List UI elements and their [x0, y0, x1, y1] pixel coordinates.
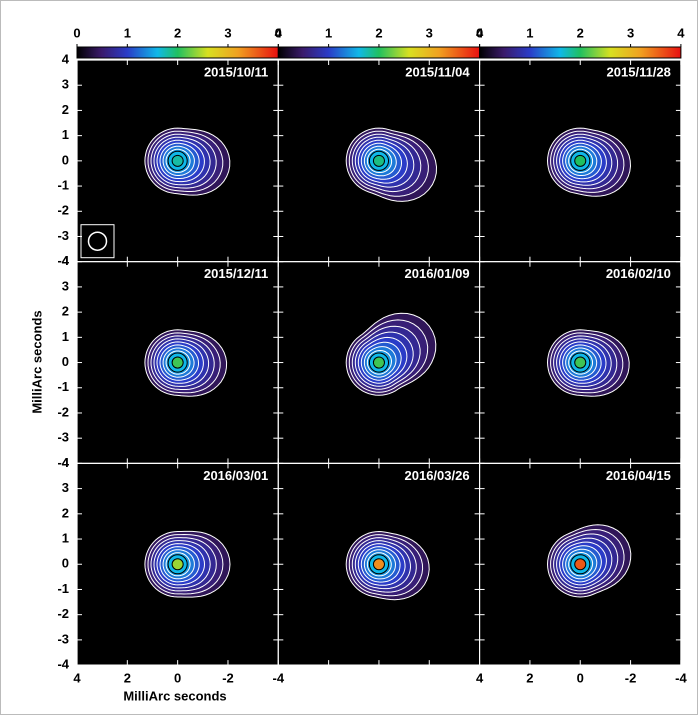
peak [575, 155, 586, 166]
y-tick-label: 3 [62, 77, 69, 92]
peak [373, 357, 384, 368]
panel-title: 2015/10/11 [204, 64, 268, 79]
y-tick-label: 2 [62, 304, 69, 319]
panel: 2016/01/09 [278, 262, 479, 464]
peak [373, 155, 384, 166]
y-tick-label: -4 [57, 657, 69, 672]
colorbar [278, 47, 479, 58]
colorbar [77, 47, 278, 58]
y-tick-label: 0 [62, 152, 69, 167]
y-tick-label: -1 [57, 581, 69, 596]
colorbar-tick-label: 0 [275, 25, 282, 40]
x-axis-label: MilliArc seconds [123, 688, 226, 703]
peak [575, 559, 586, 570]
colorbar-tick-label: 0 [476, 25, 483, 40]
panel-title: 2016/01/09 [405, 266, 470, 281]
panel: 2016/03/26 [278, 463, 479, 665]
colorbar-tick-label: 2 [375, 25, 382, 40]
y-tick-label: 0 [62, 556, 69, 571]
x-tick-label: 4 [73, 671, 81, 686]
y-tick-label: -3 [57, 228, 69, 243]
y-tick-label: 2 [62, 102, 69, 117]
y-tick-label: 1 [62, 329, 69, 344]
peak [373, 559, 384, 570]
panel: 2016/02/10 [480, 262, 681, 464]
panel-title: 2016/02/10 [606, 266, 671, 281]
colorbar-tick-label: 1 [526, 25, 533, 40]
panel: 2016/03/01 [77, 463, 278, 665]
x-tick-label: -2 [222, 671, 234, 686]
colorbar-tick-label: 1 [124, 25, 131, 40]
colorbar [480, 47, 681, 58]
panel-title: 2015/11/04 [405, 64, 470, 79]
colorbar-tick-label: 1 [325, 25, 332, 40]
colorbar-tick-label: 2 [174, 25, 181, 40]
x-tick-label: -4 [273, 671, 285, 686]
panel: 2015/11/04 [278, 60, 479, 262]
y-tick-label: 1 [62, 530, 69, 545]
figure: MilliArc seconds MilliArc seconds 012340… [0, 0, 698, 715]
y-tick-label: 1 [62, 127, 69, 142]
y-axis-label: MilliArc seconds [29, 310, 44, 413]
x-tick-label: -2 [625, 671, 637, 686]
panel-title: 2016/03/26 [405, 468, 470, 483]
x-tick-label: 0 [174, 671, 181, 686]
y-tick-label: 2 [62, 505, 69, 520]
y-tick-label: -2 [57, 404, 69, 419]
x-tick-label: 2 [124, 671, 131, 686]
peak [172, 155, 183, 166]
y-tick-label: 4 [62, 253, 70, 268]
y-tick-label: -3 [57, 430, 69, 445]
y-tick-label: 4 [62, 455, 70, 470]
panel-title: 2015/12/11 [204, 266, 268, 281]
colorbar-tick-label: 3 [627, 25, 634, 40]
y-tick-label: -3 [57, 631, 69, 646]
x-tick-label: 2 [526, 671, 533, 686]
colorbar-tick-label: 3 [426, 25, 433, 40]
x-tick-label: -4 [675, 671, 687, 686]
colorbar-tick-label: 2 [577, 25, 584, 40]
y-tick-label: 3 [62, 480, 69, 495]
colorbar-tick-label: 0 [73, 25, 80, 40]
y-tick-label: 4 [62, 51, 70, 66]
peak [172, 357, 183, 368]
x-tick-label: 0 [577, 671, 584, 686]
panel: 2016/04/15 [480, 463, 681, 665]
colorbar-tick-label: 3 [224, 25, 231, 40]
panel: 2015/11/28 [480, 60, 681, 262]
panel-title: 2016/04/15 [606, 468, 671, 483]
peak [575, 357, 586, 368]
y-tick-label: -2 [57, 606, 69, 621]
colorbar-tick-label: 4 [677, 25, 685, 40]
panel-title: 2015/11/28 [607, 64, 671, 79]
y-tick-label: -1 [57, 178, 69, 193]
panel-title: 2016/03/01 [203, 468, 268, 483]
y-tick-label: -1 [57, 379, 69, 394]
y-tick-label: 0 [62, 354, 69, 369]
y-tick-label: 3 [62, 278, 69, 293]
peak [172, 559, 183, 570]
panel: 2015/10/11 [77, 60, 278, 262]
panel: 2015/12/11 [77, 262, 278, 464]
y-tick-label: -2 [57, 203, 69, 218]
x-tick-label: 4 [476, 671, 484, 686]
